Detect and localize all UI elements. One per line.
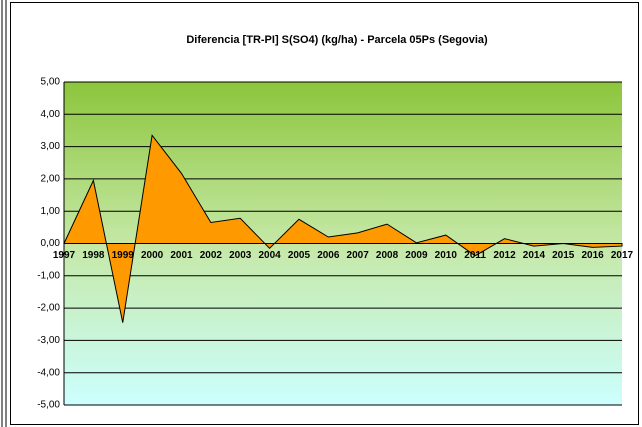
x-tick-label: 2016 bbox=[582, 250, 605, 261]
x-tick-label: 2004 bbox=[258, 250, 281, 261]
y-tick-label: 2,00 bbox=[41, 174, 61, 185]
y-tick-label: -1,00 bbox=[37, 270, 60, 281]
chart-title: Diferencia [TR-PI] S(SO4) (kg/ha) - Parc… bbox=[186, 34, 488, 46]
x-tick-label: 1997 bbox=[53, 250, 76, 261]
y-tick-label: 3,00 bbox=[41, 141, 61, 152]
x-tick-label: 2000 bbox=[141, 250, 164, 261]
x-tick-label: 1998 bbox=[82, 250, 105, 261]
x-tick-label: 2010 bbox=[435, 250, 458, 261]
y-tick-label: 4,00 bbox=[41, 109, 61, 120]
x-tick-label: 2003 bbox=[229, 250, 252, 261]
x-tick-label: 2001 bbox=[170, 250, 193, 261]
y-tick-label: -5,00 bbox=[37, 400, 60, 411]
x-tick-label: 1999 bbox=[112, 250, 135, 261]
y-tick-label: -2,00 bbox=[37, 303, 60, 314]
y-tick-label: -4,00 bbox=[37, 367, 60, 378]
x-tick-label: 2007 bbox=[347, 250, 370, 261]
y-tick-label: 0,00 bbox=[41, 238, 61, 249]
y-tick-label: -3,00 bbox=[37, 335, 60, 346]
x-tick-label: 2012 bbox=[493, 250, 516, 261]
x-tick-label: 2014 bbox=[523, 250, 546, 261]
x-tick-label: 2017 bbox=[611, 250, 634, 261]
y-tick-label: 5,00 bbox=[41, 77, 61, 88]
x-tick-label: 2005 bbox=[288, 250, 311, 261]
area bbox=[63, 134, 623, 323]
x-tick-label: 2006 bbox=[317, 250, 340, 261]
x-tick-label: 2009 bbox=[405, 250, 428, 261]
x-tick-label: 2008 bbox=[376, 250, 399, 261]
x-tick-label: 2015 bbox=[552, 250, 575, 261]
y-tick-label: 1,00 bbox=[41, 206, 61, 217]
x-tick-label: 2002 bbox=[200, 250, 223, 261]
x-tick-label: 2011 bbox=[464, 250, 486, 261]
